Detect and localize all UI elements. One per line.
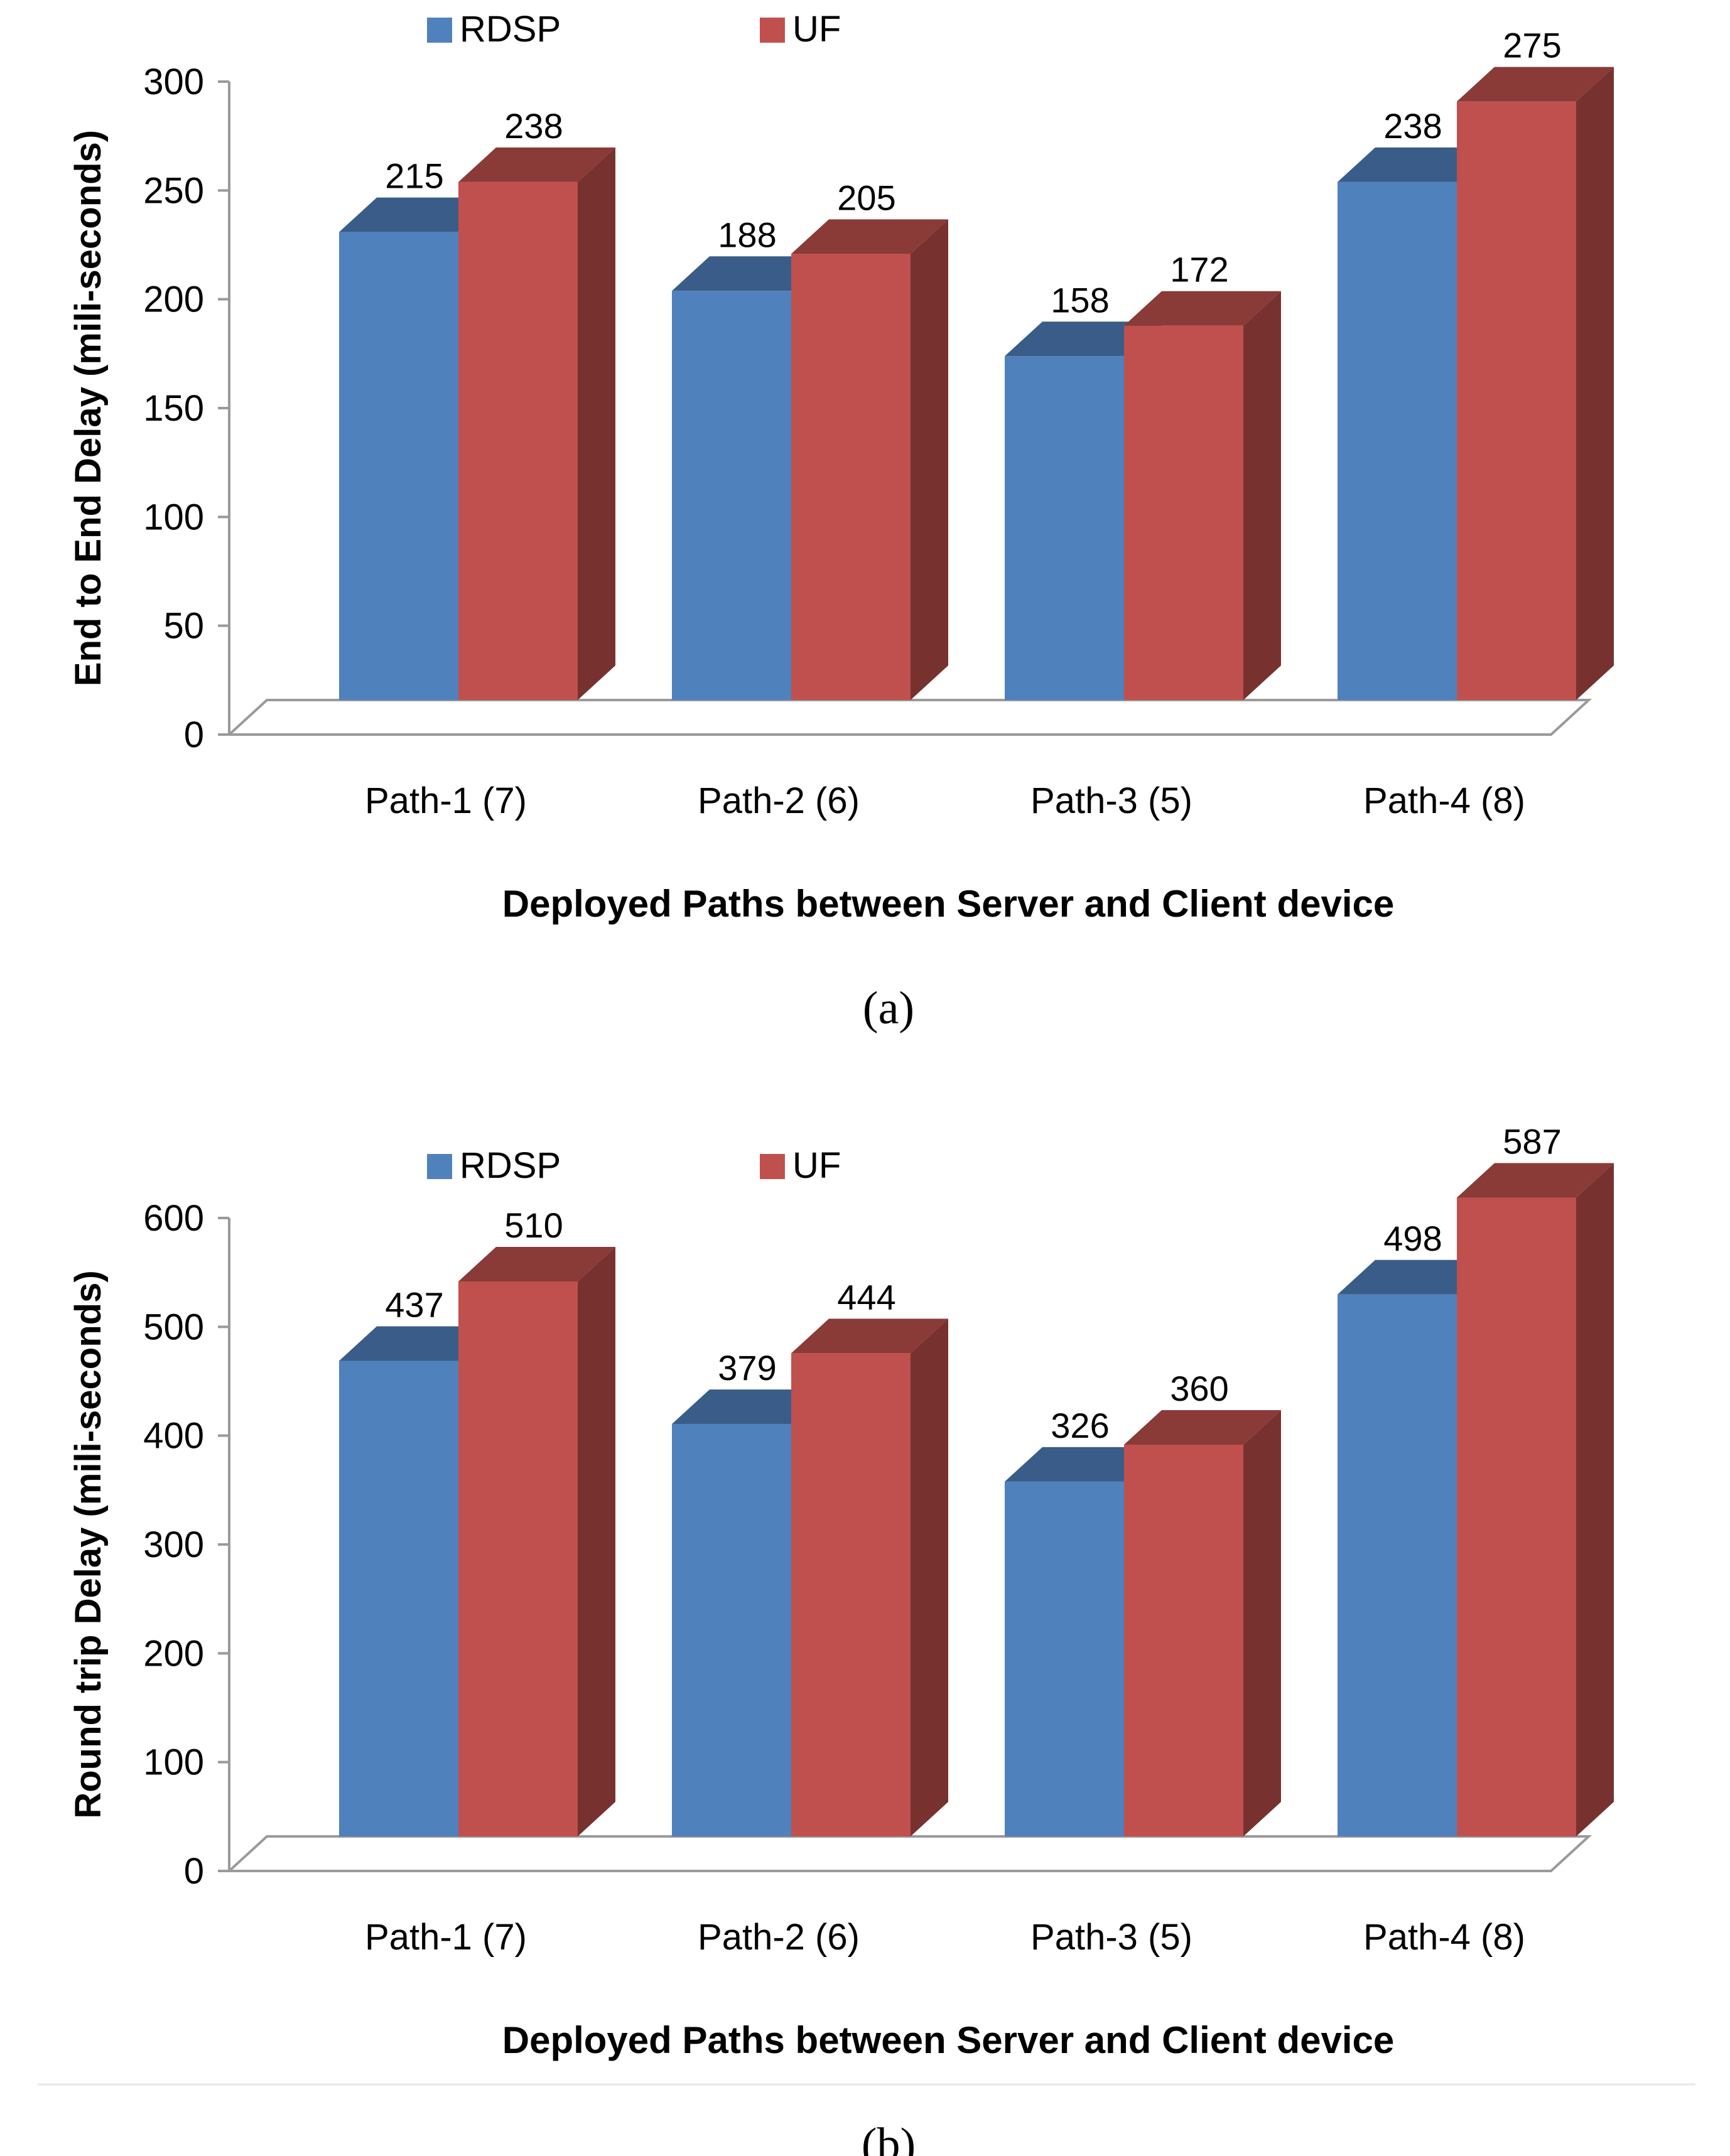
bar-rdsp-1 (339, 232, 458, 701)
bar-top-rdsp-3 (1005, 1447, 1162, 1482)
bar-uf-2 (791, 1353, 911, 1836)
data-label: 510 (504, 1205, 563, 1245)
y-axis-label: Round trip Delay (mili-seconds) (68, 1270, 109, 1818)
x-tick-label: Path-1 (7) (365, 1917, 527, 1958)
y-tick-label: 600 (143, 1198, 204, 1239)
bar-rdsp-4 (1338, 1294, 1457, 1836)
x-tick-label: Path-2 (6) (698, 780, 860, 821)
bar-rdsp-4 (1338, 181, 1457, 700)
bar-rdsp-2 (672, 1424, 791, 1836)
panel-label: (b) (862, 2119, 916, 2156)
data-label: 215 (385, 156, 443, 196)
x-tick-label: Path-2 (6) (698, 1917, 860, 1958)
bar-uf-4 (1457, 101, 1576, 700)
x-tick-label: Path-4 (8) (1363, 1917, 1525, 1958)
x-tick-label: Path-4 (8) (1363, 780, 1525, 821)
bar-top-rdsp-2 (672, 256, 829, 291)
x-axis-label: Deployed Paths between Server and Client… (502, 883, 1395, 925)
bar-side-uf-1 (578, 1247, 615, 1836)
bar-rdsp-3 (1005, 1481, 1124, 1836)
bar-side-uf-2 (911, 1318, 948, 1836)
chart-floor (225, 699, 1592, 736)
bar-top-uf-1 (458, 147, 615, 182)
data-label: 437 (385, 1285, 443, 1325)
bar-top-uf-3 (1124, 291, 1281, 326)
y-tick-label: 300 (143, 62, 204, 102)
bar-uf-2 (791, 254, 911, 700)
y-tick-label: 100 (143, 1742, 204, 1783)
y-tick-label: 500 (143, 1307, 204, 1347)
bar-side-uf-4 (1576, 67, 1614, 700)
bar-uf-1 (458, 1281, 578, 1836)
chart-panel-b: 0 100 200 300 400 500 600 Round trip Delay (mil… (68, 1122, 1614, 2156)
legend-swatch-uf (760, 18, 785, 43)
y-tick-label: 300 (143, 1524, 204, 1565)
bar-side-uf-3 (1243, 1410, 1281, 1836)
y-tick-label: 100 (143, 497, 204, 537)
y-axis-label: End to End Delay (mili-seconds) (68, 130, 109, 686)
x-tick-label: Path-3 (5) (1030, 780, 1192, 821)
data-label: 275 (1503, 26, 1561, 65)
chart-floor (225, 1835, 1592, 1872)
data-label: 158 (1051, 280, 1109, 320)
bar-top-uf-3 (1124, 1410, 1281, 1445)
data-label: 188 (718, 215, 776, 254)
bar-side-uf-3 (1243, 291, 1281, 700)
y-tick-label: 50 (163, 606, 204, 647)
bar-top-uf-2 (791, 219, 948, 254)
bar-rdsp-1 (339, 1361, 458, 1836)
bar-top-uf-2 (791, 1318, 948, 1354)
data-label: 444 (837, 1277, 895, 1317)
bar-side-uf-2 (911, 219, 948, 700)
bar-uf-1 (458, 181, 578, 700)
data-label: 360 (1170, 1369, 1228, 1408)
bar-rdsp-3 (1005, 356, 1124, 700)
bar-side-uf-4 (1576, 1163, 1614, 1836)
y-tick-label: 0 (184, 714, 204, 755)
y-tick-label: 0 (184, 1851, 204, 1892)
data-label: 326 (1051, 1406, 1109, 1445)
panel-label: (a) (863, 983, 914, 1034)
data-label: 379 (718, 1348, 776, 1388)
x-tick-label: Path-1 (7) (365, 780, 527, 821)
bar-uf-4 (1457, 1197, 1576, 1836)
legend-swatch-uf (760, 1154, 785, 1179)
y-tick-label: 150 (143, 388, 204, 429)
bar-top-rdsp-4 (1338, 147, 1495, 182)
bar-top-rdsp-4 (1338, 1259, 1495, 1295)
bar-top-uf-1 (458, 1247, 615, 1281)
data-label: 172 (1170, 250, 1228, 289)
bar-top-rdsp-1 (339, 197, 496, 232)
y-tick-label: 200 (143, 279, 204, 320)
legend-swatch-rdsp (427, 1154, 452, 1179)
data-label: 205 (837, 178, 895, 217)
legend-label-rdsp: RDSP (460, 1145, 561, 1186)
bar-uf-3 (1124, 325, 1243, 700)
y-tick-label: 250 (143, 170, 204, 211)
legend-label-uf: UF (792, 9, 841, 50)
data-label: 238 (504, 106, 563, 146)
bar-top-uf-4 (1457, 1163, 1614, 1198)
chart-panel-a: 0 50 100 150 200 250 300 End to End Delay (mili… (68, 9, 1614, 1034)
bar-uf-3 (1124, 1445, 1243, 1836)
data-label: 498 (1383, 1219, 1442, 1258)
x-axis-label: Deployed Paths between Server and Client… (502, 2019, 1395, 2061)
y-tick-label: 400 (143, 1416, 204, 1457)
bar-top-rdsp-2 (672, 1389, 829, 1425)
bar-top-uf-4 (1457, 67, 1614, 102)
y-tick-label: 200 (143, 1633, 204, 1674)
x-tick-label: Path-3 (5) (1030, 1917, 1192, 1958)
legend-label-uf: UF (792, 1145, 841, 1186)
bar-rdsp-2 (672, 291, 791, 700)
bar-top-rdsp-1 (339, 1326, 496, 1361)
legend-label-rdsp: RDSP (460, 9, 561, 50)
legend-swatch-rdsp (427, 18, 452, 43)
data-label: 238 (1383, 106, 1442, 146)
bar-top-rdsp-3 (1005, 321, 1162, 357)
data-label: 587 (1503, 1122, 1561, 1162)
bar-side-uf-1 (578, 147, 615, 700)
